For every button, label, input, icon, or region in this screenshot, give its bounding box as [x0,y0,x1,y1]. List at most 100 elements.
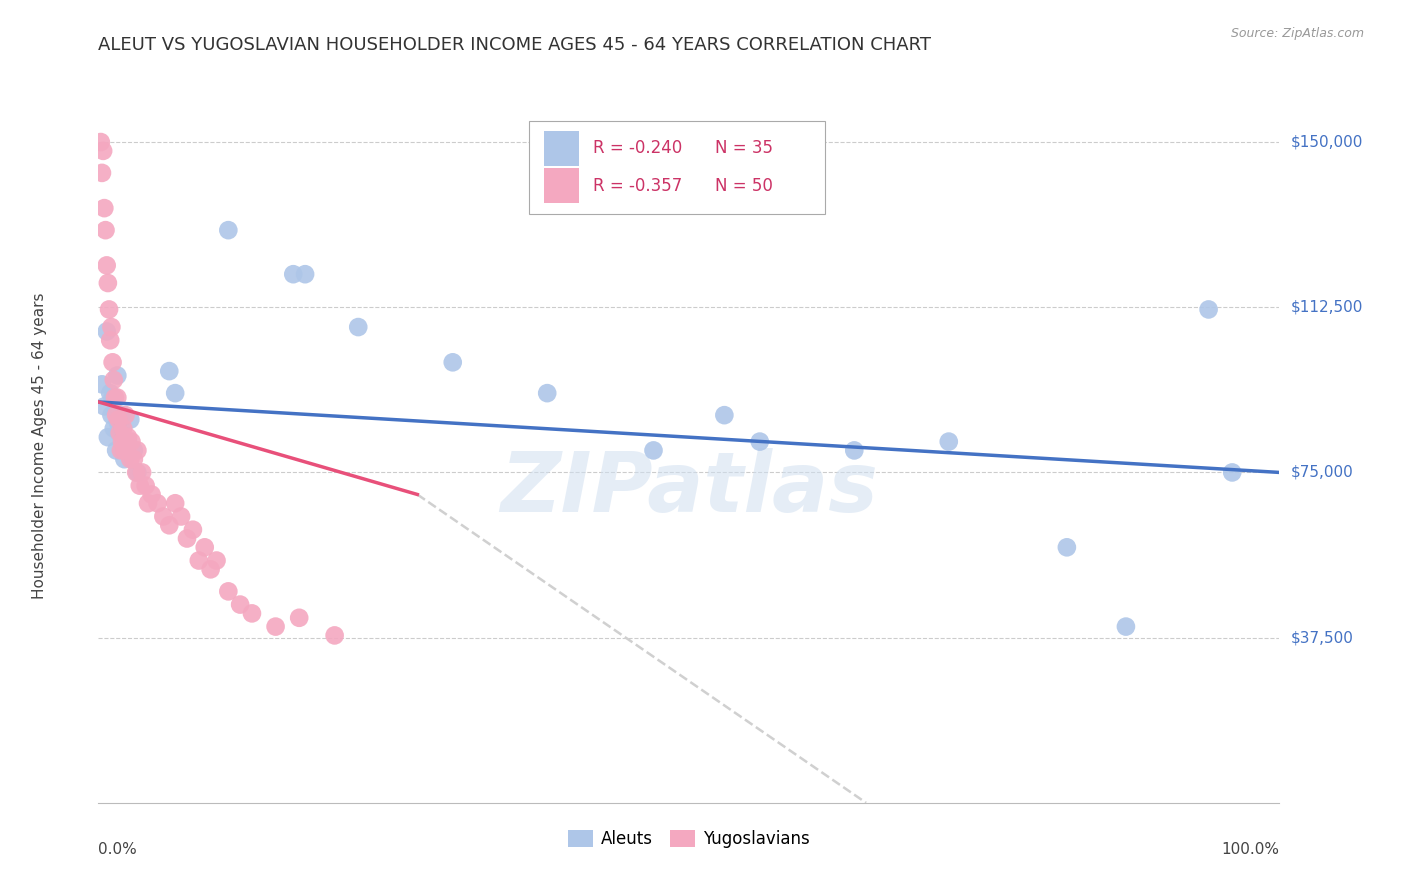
Point [121,434,143,449]
Point [264,619,287,633]
Point [146,496,169,510]
Point [294,267,316,281]
Point [217,223,239,237]
Point [93,400,115,414]
Point [98,333,121,347]
Point [93,201,115,215]
Point [120,452,142,467]
Point [103,421,125,435]
Point [1115,619,1137,633]
Point [111,408,134,422]
Point [100,408,122,422]
Point [104,391,127,405]
Text: $37,500: $37,500 [1291,630,1354,645]
Text: R = -0.240: R = -0.240 [593,139,682,157]
Text: 0.0%: 0.0% [98,842,138,857]
Point [98,386,121,401]
Point [110,443,132,458]
Point [125,466,148,480]
Point [105,368,128,383]
Point [283,267,305,281]
Point [101,355,124,369]
Point [91,144,114,158]
Point [112,421,135,435]
Point [441,355,464,369]
Point [165,496,187,510]
Text: N = 35: N = 35 [714,139,773,157]
Point [170,509,193,524]
Point [1056,541,1078,555]
Point [127,466,149,480]
Point [152,509,174,524]
Point [122,452,145,467]
Point [105,443,128,458]
Point [101,391,124,405]
Point [127,443,149,458]
Point [96,325,118,339]
Point [1220,466,1243,480]
Point [131,466,153,480]
Bar [530,121,825,214]
Point [157,518,180,533]
Point [713,408,735,422]
Point [108,425,131,440]
Point [107,412,129,426]
Point [117,430,139,444]
Text: R = -0.357: R = -0.357 [593,177,682,194]
Point [323,628,346,642]
Point [136,496,159,510]
Text: Source: ZipAtlas.com: Source: ZipAtlas.com [1230,27,1364,40]
Point [187,553,209,567]
Point [97,276,120,290]
Point [96,259,118,273]
Point [194,541,217,555]
Point [229,598,252,612]
Point [122,443,145,458]
Point [117,434,139,449]
Point [108,425,131,440]
Point [181,523,204,537]
Point [157,364,180,378]
Point [748,434,770,449]
Point [120,412,142,426]
Point [643,443,665,458]
Point [1198,302,1220,317]
Point [938,434,960,449]
Point [128,478,150,492]
Point [347,320,370,334]
Bar [544,169,579,202]
Point [217,584,239,599]
Point [100,320,122,334]
Point [91,377,114,392]
Point [176,532,198,546]
Point [105,408,128,422]
Point [91,166,114,180]
Point [288,611,311,625]
Text: $112,500: $112,500 [1291,300,1362,315]
Point [205,553,228,567]
Text: $150,000: $150,000 [1291,135,1362,150]
Point [105,391,128,405]
Text: 100.0%: 100.0% [1222,842,1279,857]
Point [98,302,121,317]
Point [240,607,263,621]
Point [103,373,125,387]
Point [165,386,187,401]
Point [97,430,120,444]
Point [141,487,163,501]
Point [114,408,136,422]
Point [112,452,135,467]
Point [536,386,558,401]
Point [112,443,135,458]
Point [94,223,117,237]
Point [107,417,129,431]
Point [135,478,157,492]
Point [90,135,112,149]
Text: Householder Income Ages 45 - 64 years: Householder Income Ages 45 - 64 years [32,293,46,599]
Legend: Aleuts, Yugoslavians: Aleuts, Yugoslavians [561,823,817,855]
Bar [544,131,579,166]
Text: $75,000: $75,000 [1291,465,1354,480]
Text: N = 50: N = 50 [714,177,773,194]
Text: ALEUT VS YUGOSLAVIAN HOUSEHOLDER INCOME AGES 45 - 64 YEARS CORRELATION CHART: ALEUT VS YUGOSLAVIAN HOUSEHOLDER INCOME … [98,36,931,54]
Point [111,434,134,449]
